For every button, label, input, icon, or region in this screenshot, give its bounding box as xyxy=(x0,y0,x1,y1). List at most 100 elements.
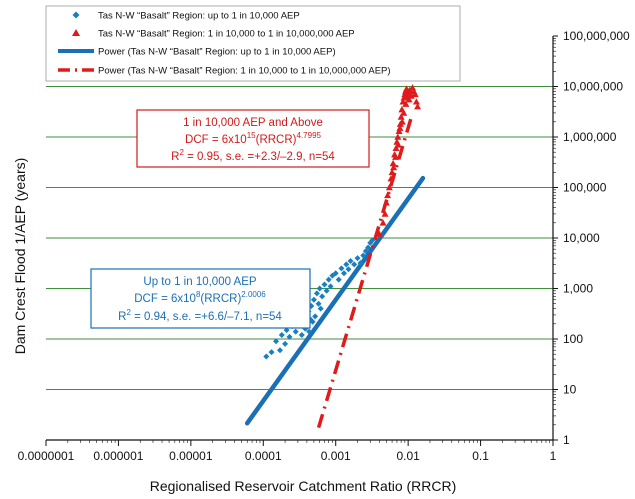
point-triangle xyxy=(389,159,397,167)
legend: Tas N-W “Basalt” Region: up to 1 in 10,0… xyxy=(45,5,461,82)
y-tick-label: 1 xyxy=(563,433,570,447)
annotation-red-box xyxy=(136,109,370,168)
legend-label: Power (Tas N-W “Basalt” Region: 1 in 10,… xyxy=(98,66,391,77)
legend-marker-diamond xyxy=(72,11,80,19)
point-diamond xyxy=(332,270,339,277)
x-tick-label: 0.000001 xyxy=(93,449,143,463)
point-diamond xyxy=(298,332,305,339)
point-diamond xyxy=(325,276,332,283)
point-triangle xyxy=(379,219,387,226)
point-diamond xyxy=(321,281,328,288)
y-tick-labels: 1 10 100 1,000 10,000 100,000 1,000,000 10,000,… xyxy=(563,29,630,447)
point-diamond xyxy=(315,300,322,307)
legend-label: Tas N-W “Basalt” Region: 1 in 10,000 to … xyxy=(98,29,355,40)
point-triangle xyxy=(385,184,393,191)
annotation-red-line2: DCF = 6x1015(RRCR)4.7995 xyxy=(185,131,322,146)
point-triangle xyxy=(396,124,404,131)
point-triangle xyxy=(392,153,400,160)
point-triangle xyxy=(398,118,406,125)
annotation-blue-line2: DCF = 6x108(RRCR)2.0006 xyxy=(134,290,266,305)
point-diamond xyxy=(360,252,367,259)
point-triangle xyxy=(394,133,402,140)
point-diamond xyxy=(351,261,358,268)
point-triangle xyxy=(414,103,422,110)
point-triangle xyxy=(402,100,410,107)
point-diamond xyxy=(319,293,326,300)
point-diamond xyxy=(282,340,289,347)
y-tick-label: 100 xyxy=(563,332,583,346)
point-triangle xyxy=(397,113,405,120)
point-diamond xyxy=(309,318,316,325)
annotation-blue-line1: Up to 1 in 10,000 AEP xyxy=(143,276,256,288)
point-diamond xyxy=(343,261,350,268)
fit-lines xyxy=(244,117,426,429)
y-tick-label: 10 xyxy=(563,383,577,397)
point-diamond xyxy=(283,327,290,334)
point-diamond xyxy=(268,349,275,356)
point-triangle xyxy=(388,168,396,176)
y-tick-label: 10,000,000 xyxy=(563,80,623,94)
point-triangle xyxy=(382,199,390,206)
point-triangle xyxy=(407,90,415,98)
power-line-red xyxy=(316,117,413,429)
point-triangle xyxy=(375,230,383,237)
point-diamond xyxy=(310,296,317,303)
power-line-blue xyxy=(244,175,426,426)
legend-marker-triangle xyxy=(72,29,80,36)
point-diamond xyxy=(369,237,376,244)
y-tick-label: 1,000 xyxy=(563,282,593,296)
legend-label: Tas N-W “Basalt” Region: up to 1 in 10,0… xyxy=(98,11,300,22)
point-diamond xyxy=(327,283,334,290)
x-tick-label: 0.1 xyxy=(472,449,489,463)
y-tick-label: 1,000,000 xyxy=(563,130,617,144)
legend-label: Power (Tas N-W “Basalt” Region: up to 1 … xyxy=(98,47,336,58)
point-triangle xyxy=(412,98,420,105)
x-tick-labels: 0.0000001 0.000001 0.00001 0.0001 0.001 0.01 0… xyxy=(18,449,557,463)
point-diamond xyxy=(354,255,361,262)
point-diamond xyxy=(286,333,293,340)
point-triangle xyxy=(392,144,400,152)
x-tick-label: 1 xyxy=(550,449,557,463)
point-diamond xyxy=(365,244,372,251)
annotation-red: 1 in 10,000 AEP and Above DCF = 6x1015(R… xyxy=(136,109,370,168)
point-diamond xyxy=(306,328,313,335)
x-tick-label: 0.0000001 xyxy=(18,449,75,463)
legend-box xyxy=(45,5,461,82)
x-tick-label: 0.001 xyxy=(321,449,351,463)
point-diamond xyxy=(340,270,347,277)
point-diamond xyxy=(316,285,323,292)
point-diamond xyxy=(345,266,352,273)
point-triangle xyxy=(409,84,417,91)
x-tick-label: 0.00001 xyxy=(169,449,213,463)
annotation-blue-line3: R2 = 0.94, s.e. =+6.6/–7.1, n=54 xyxy=(118,308,282,323)
x-tick-label: 0.01 xyxy=(396,449,420,463)
x-axis-title: Regionalised Reservoir Catchment Ratio (… xyxy=(150,478,457,494)
annotation-blue-box xyxy=(90,268,311,329)
point-diamond xyxy=(273,338,280,345)
point-triangle xyxy=(405,96,413,103)
axes xyxy=(45,35,558,446)
annotation-red-line1: 1 in 10,000 AEP and Above xyxy=(183,117,323,129)
annotation-red-line3: R2 = 0.95, s.e. =+2.3/–2.9, n=54 xyxy=(171,148,335,163)
point-diamond xyxy=(278,332,285,339)
y-tick-label: 100,000 xyxy=(563,181,607,195)
point-diamond xyxy=(335,276,342,283)
x-tick-label: 0.0001 xyxy=(245,449,282,463)
point-diamond xyxy=(357,259,364,266)
annotation-blue: Up to 1 in 10,000 AEP DCF = 6x108(RRCR)2… xyxy=(90,268,311,329)
point-triangle xyxy=(381,210,389,217)
y-tick-label: 100,000,000 xyxy=(563,29,630,43)
point-diamond xyxy=(323,287,330,294)
y-tick-label: 10,000 xyxy=(563,231,600,245)
point-triangle xyxy=(390,163,398,171)
point-diamond xyxy=(317,305,324,312)
point-diamond xyxy=(338,265,345,272)
point-triangle xyxy=(411,90,419,98)
point-diamond xyxy=(276,347,283,354)
point-diamond xyxy=(313,290,320,297)
point-diamond xyxy=(263,353,270,360)
point-triangle xyxy=(384,191,392,199)
point-triangle xyxy=(387,175,395,182)
point-diamond xyxy=(347,258,354,265)
